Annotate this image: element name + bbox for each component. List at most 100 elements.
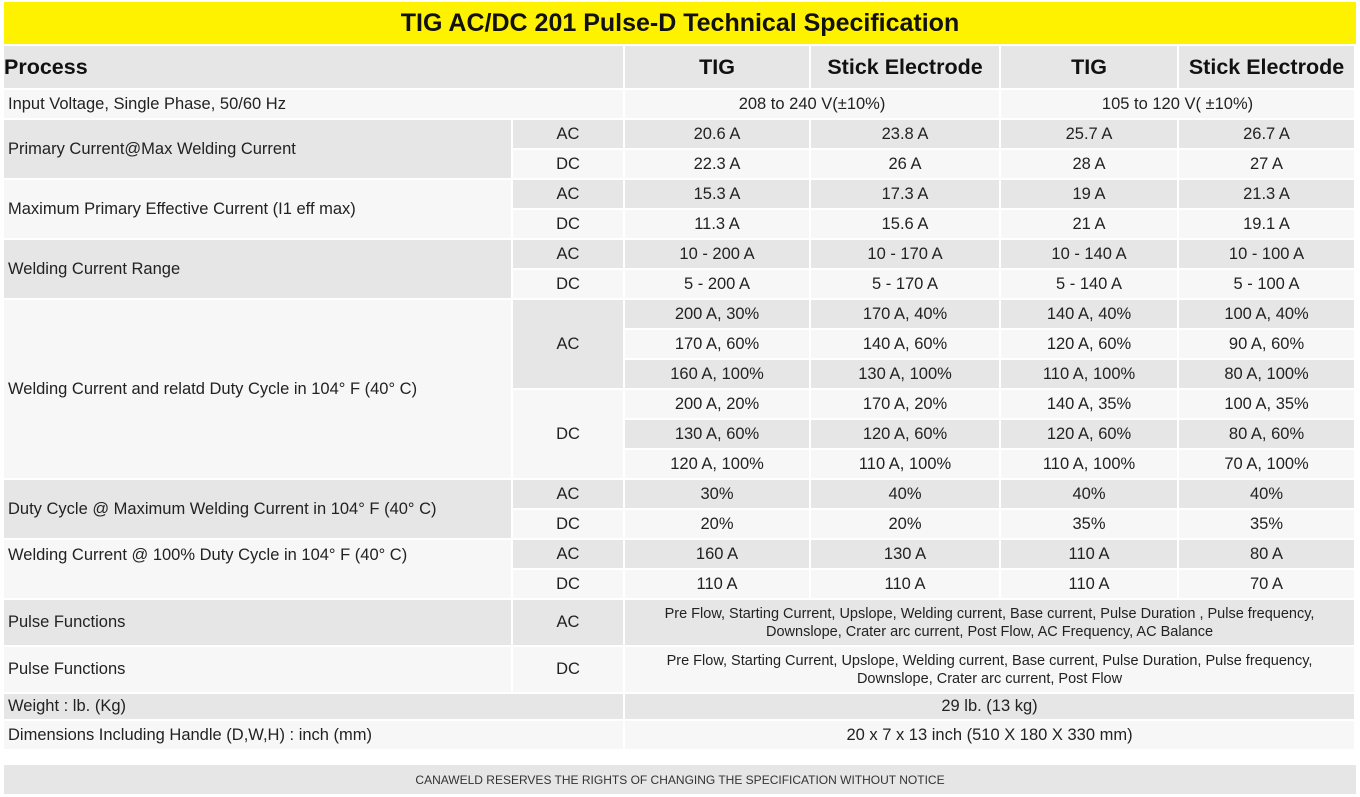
value-cell: 200 A, 20%	[625, 390, 812, 420]
value-cell: 20%	[811, 510, 1002, 540]
value-cell: 110 A, 100%	[811, 450, 1002, 480]
table-row: Welding Current Range AC 10 - 200 A 10 -…	[4, 240, 1357, 300]
table-row: DC 110 A 110 A 110 A 70 A	[4, 570, 1357, 600]
value-cell: 5 - 200 A	[625, 270, 812, 300]
value-cell: 110 A, 100%	[1001, 360, 1180, 390]
mode-cell: AC	[513, 180, 626, 210]
value-cell: 70 A	[1179, 570, 1357, 600]
row-label: Welding Current Range	[4, 240, 513, 300]
value-cell: 110 A	[1001, 570, 1180, 600]
value-cell: 15.6 A	[811, 210, 1002, 240]
mode-cell: AC	[513, 120, 626, 150]
value-cell: 170 A, 40%	[811, 300, 1002, 330]
value-cell: 120 A, 100%	[625, 450, 812, 480]
table-row: Welding Current and relatd Duty Cycle in…	[4, 300, 1357, 480]
mode-cell: AC	[513, 480, 626, 510]
spec-table: Process TIG Stick Electrode TIG Stick El…	[4, 46, 1357, 751]
voltage-105: 105 to 120 V( ±10%)	[1001, 90, 1357, 120]
mode-cell: AC	[513, 600, 626, 647]
value-cell: 80 A, 100%	[1179, 360, 1357, 390]
value-cell: 21.3 A	[1179, 180, 1357, 210]
value-cell: 35%	[1001, 510, 1180, 540]
value-cell: 40%	[1179, 480, 1357, 510]
row-label: Weight : lb. (Kg)	[4, 694, 626, 721]
table-row: Welding Current @ 100% Duty Cycle in 104…	[4, 540, 1357, 600]
pulse-line: Pre Flow, Starting Current, Upslope, Wel…	[664, 605, 1315, 622]
value-cell: 170 A, 60%	[625, 330, 812, 360]
value-cell: 27 A	[1179, 150, 1357, 180]
table-row: DC 20% 20% 35% 35%	[4, 510, 1357, 540]
value-cell: 19.1 A	[1179, 210, 1357, 240]
value-cell: 120 A, 60%	[811, 420, 1002, 450]
mode-cell: DC	[513, 390, 626, 480]
mode-cell: DC	[513, 647, 626, 694]
value-cell: 10 - 170 A	[811, 240, 1002, 270]
value-cell: 70 A, 100%	[1179, 450, 1357, 480]
table-row: Primary Current@Max Welding Current AC 2…	[4, 120, 1357, 180]
table-row: DC 200 A, 20% 170 A, 20% 140 A, 35% 100 …	[4, 390, 1357, 480]
pulse-functions-dc: Pre Flow, Starting Current, Upslope, Wel…	[625, 647, 1357, 694]
value-cell: 80 A	[1179, 540, 1357, 570]
mode-cell: DC	[513, 150, 626, 180]
value-cell: 160 A, 100%	[625, 360, 812, 390]
value-cell: 20%	[625, 510, 812, 540]
value-cell: 120 A, 60%	[1001, 420, 1180, 450]
table-row: DC 11.3 A 15.6 A 21 A 19.1 A	[4, 210, 1357, 240]
header-process: Process	[4, 46, 626, 90]
value-cell: 30%	[625, 480, 812, 510]
value-cell: 140 A, 40%	[1001, 300, 1180, 330]
row-label: Duty Cycle @ Maximum Welding Current in …	[4, 480, 513, 540]
value-cell: 23.8 A	[811, 120, 1002, 150]
value-cell: 22.3 A	[625, 150, 812, 180]
table-row: DC 5 - 200 A 5 - 170 A 5 - 140 A 5 - 100…	[4, 270, 1357, 300]
row-label: Primary Current@Max Welding Current	[4, 120, 513, 180]
value-cell: 110 A	[811, 570, 1002, 600]
input-voltage-row: Input Voltage, Single Phase, 50/60 Hz 20…	[4, 90, 1357, 120]
value-cell: 170 A, 20%	[811, 390, 1002, 420]
value-cell: 10 - 140 A	[1001, 240, 1180, 270]
value-cell: 40%	[1001, 480, 1180, 510]
value-cell: 20.6 A	[625, 120, 812, 150]
table-row: Maximum Primary Effective Current (I1 ef…	[4, 180, 1357, 240]
value-cell: 90 A, 60%	[1179, 330, 1357, 360]
table-row: DC 22.3 A 26 A 28 A 27 A	[4, 150, 1357, 180]
value-cell: 130 A, 100%	[811, 360, 1002, 390]
value-cell: 130 A, 60%	[625, 420, 812, 450]
value-cell: 200 A, 30%	[625, 300, 812, 330]
table-row: Duty Cycle @ Maximum Welding Current in …	[4, 480, 1357, 540]
pulse-functions-ac: Pre Flow, Starting Current, Upslope, Wel…	[625, 600, 1357, 647]
value-cell: 5 - 170 A	[811, 270, 1002, 300]
row-label: Input Voltage, Single Phase, 50/60 Hz	[4, 90, 626, 120]
pulse-ac-row: Pulse Functions AC Pre Flow, Starting Cu…	[4, 600, 1357, 647]
value-cell: 19 A	[1001, 180, 1180, 210]
mode-cell: DC	[513, 510, 626, 540]
value-cell: 160 A	[625, 540, 812, 570]
header-tig-105: TIG	[1001, 46, 1180, 90]
value-cell: 140 A, 60%	[811, 330, 1002, 360]
value-cell: 80 A, 60%	[1179, 420, 1357, 450]
value-cell: 25.7 A	[1001, 120, 1180, 150]
value-cell: 140 A, 35%	[1001, 390, 1180, 420]
pulse-line: Downslope, Crater arc current, Post Flow	[856, 670, 1123, 687]
row-label: Dimensions Including Handle (D,W,H) : in…	[4, 721, 626, 751]
dimensions-value: 20 x 7 x 13 inch (510 X 180 X 330 mm)	[625, 721, 1357, 751]
header-row: Process TIG Stick Electrode TIG Stick El…	[4, 46, 1357, 90]
pulse-line: Pre Flow, Starting Current, Upslope, Wel…	[666, 652, 1313, 669]
value-cell: 21 A	[1001, 210, 1180, 240]
value-cell: 26 A	[811, 150, 1002, 180]
value-cell: 10 - 200 A	[625, 240, 812, 270]
value-cell: 26.7 A	[1179, 120, 1357, 150]
mode-cell: DC	[513, 270, 626, 300]
value-cell: 17.3 A	[811, 180, 1002, 210]
row-label: Pulse Functions	[4, 647, 513, 694]
value-cell: 110 A, 100%	[1001, 450, 1180, 480]
mode-cell: DC	[513, 210, 626, 240]
value-cell: 100 A, 40%	[1179, 300, 1357, 330]
value-cell: 15.3 A	[625, 180, 812, 210]
value-cell: 28 A	[1001, 150, 1180, 180]
mode-cell: AC	[513, 240, 626, 270]
row-label: Maximum Primary Effective Current (I1 ef…	[4, 180, 513, 240]
mode-cell: DC	[513, 570, 626, 600]
mode-cell: AC	[513, 540, 626, 570]
